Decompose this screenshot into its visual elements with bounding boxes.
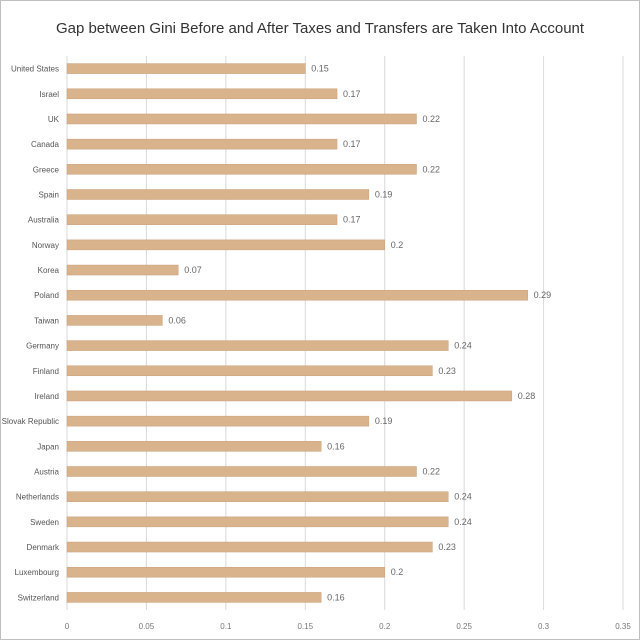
category-label: United States bbox=[11, 65, 59, 74]
category-label: Austria bbox=[34, 468, 59, 477]
x-tick-label: 0.2 bbox=[379, 622, 391, 631]
value-label: 0.22 bbox=[422, 164, 440, 174]
value-label: 0.17 bbox=[343, 89, 361, 99]
bar bbox=[66, 289, 528, 301]
value-label: 0.17 bbox=[343, 139, 361, 149]
value-label: 0.2 bbox=[391, 567, 404, 577]
category-label: Netherlands bbox=[16, 493, 59, 502]
value-label: 0.16 bbox=[327, 441, 345, 451]
value-label: 0.23 bbox=[438, 542, 456, 552]
category-labels: United States Israel UK Canada Greece Spain Au… bbox=[2, 65, 60, 603]
value-label: 0.06 bbox=[168, 315, 186, 325]
bar bbox=[66, 566, 385, 578]
value-label: 0.24 bbox=[454, 517, 472, 527]
value-label: 0.19 bbox=[375, 416, 393, 426]
bar bbox=[66, 491, 449, 502]
value-label: 0.16 bbox=[327, 592, 345, 602]
category-label: Denmark bbox=[27, 543, 60, 552]
category-label: Slovak Republic bbox=[2, 417, 59, 426]
category-label: Ireland bbox=[35, 392, 59, 401]
bar bbox=[66, 214, 338, 225]
bar bbox=[66, 441, 322, 452]
x-tick-label: 0 bbox=[65, 622, 70, 631]
x-tick-label: 0.35 bbox=[615, 622, 631, 631]
category-label: Australia bbox=[28, 216, 60, 225]
category-label: Israel bbox=[39, 90, 59, 99]
bar bbox=[66, 390, 513, 402]
value-label: 0.28 bbox=[518, 391, 536, 401]
value-label: 0.22 bbox=[422, 114, 440, 124]
category-label: Finland bbox=[33, 367, 59, 376]
bar bbox=[66, 315, 163, 326]
x-tick-label: 0.1 bbox=[220, 622, 232, 631]
bar bbox=[66, 365, 433, 377]
category-label: Greece bbox=[33, 165, 60, 174]
category-label: UK bbox=[48, 115, 60, 124]
category-label: Switzerland bbox=[18, 593, 59, 602]
x-tick-label: 0.3 bbox=[538, 622, 550, 631]
value-labels: 0.15 0.17 0.22 0.17 0.22 0.19 0.17 0.2 0.07 0.29 0… bbox=[168, 64, 551, 603]
value-label: 0.15 bbox=[311, 64, 329, 74]
bar bbox=[66, 415, 370, 427]
value-label: 0.07 bbox=[184, 265, 202, 275]
bar bbox=[66, 592, 322, 603]
bar bbox=[66, 239, 385, 251]
bar bbox=[66, 164, 417, 175]
bar bbox=[66, 138, 338, 150]
category-label: Luxembourg bbox=[15, 568, 59, 577]
x-axis-ticks: 0 0.05 0.1 0.15 0.2 0.25 0.3 0.35 bbox=[65, 622, 632, 631]
bar bbox=[66, 541, 433, 553]
x-tick-label: 0.15 bbox=[297, 622, 313, 631]
value-label: 0.29 bbox=[534, 290, 552, 300]
chart-title: Gap between Gini Before and After Taxes … bbox=[56, 20, 585, 37]
bar bbox=[66, 88, 338, 100]
value-label: 0.19 bbox=[375, 190, 393, 200]
bars bbox=[66, 63, 528, 603]
bar bbox=[66, 264, 179, 276]
category-label: Poland bbox=[34, 291, 59, 300]
x-tick-label: 0.05 bbox=[139, 622, 155, 631]
bar bbox=[66, 516, 449, 528]
value-label: 0.17 bbox=[343, 215, 361, 225]
category-label: Taiwan bbox=[34, 316, 59, 325]
category-label: Korea bbox=[38, 266, 60, 275]
bar bbox=[66, 340, 449, 351]
value-label: 0.24 bbox=[454, 341, 472, 351]
category-label: Japan bbox=[37, 442, 59, 451]
category-label: Canada bbox=[31, 140, 60, 149]
value-label: 0.22 bbox=[422, 467, 440, 477]
category-label: Germany bbox=[26, 342, 59, 351]
bar bbox=[66, 63, 306, 74]
category-label: Spain bbox=[39, 191, 59, 200]
bar bbox=[66, 113, 417, 125]
x-tick-label: 0.25 bbox=[456, 622, 472, 631]
category-label: Sweden bbox=[30, 518, 59, 527]
bar bbox=[66, 466, 417, 477]
category-label: Norway bbox=[32, 241, 59, 250]
bar bbox=[66, 189, 370, 200]
value-label: 0.24 bbox=[454, 492, 472, 502]
value-label: 0.2 bbox=[391, 240, 404, 250]
value-label: 0.23 bbox=[438, 366, 456, 376]
